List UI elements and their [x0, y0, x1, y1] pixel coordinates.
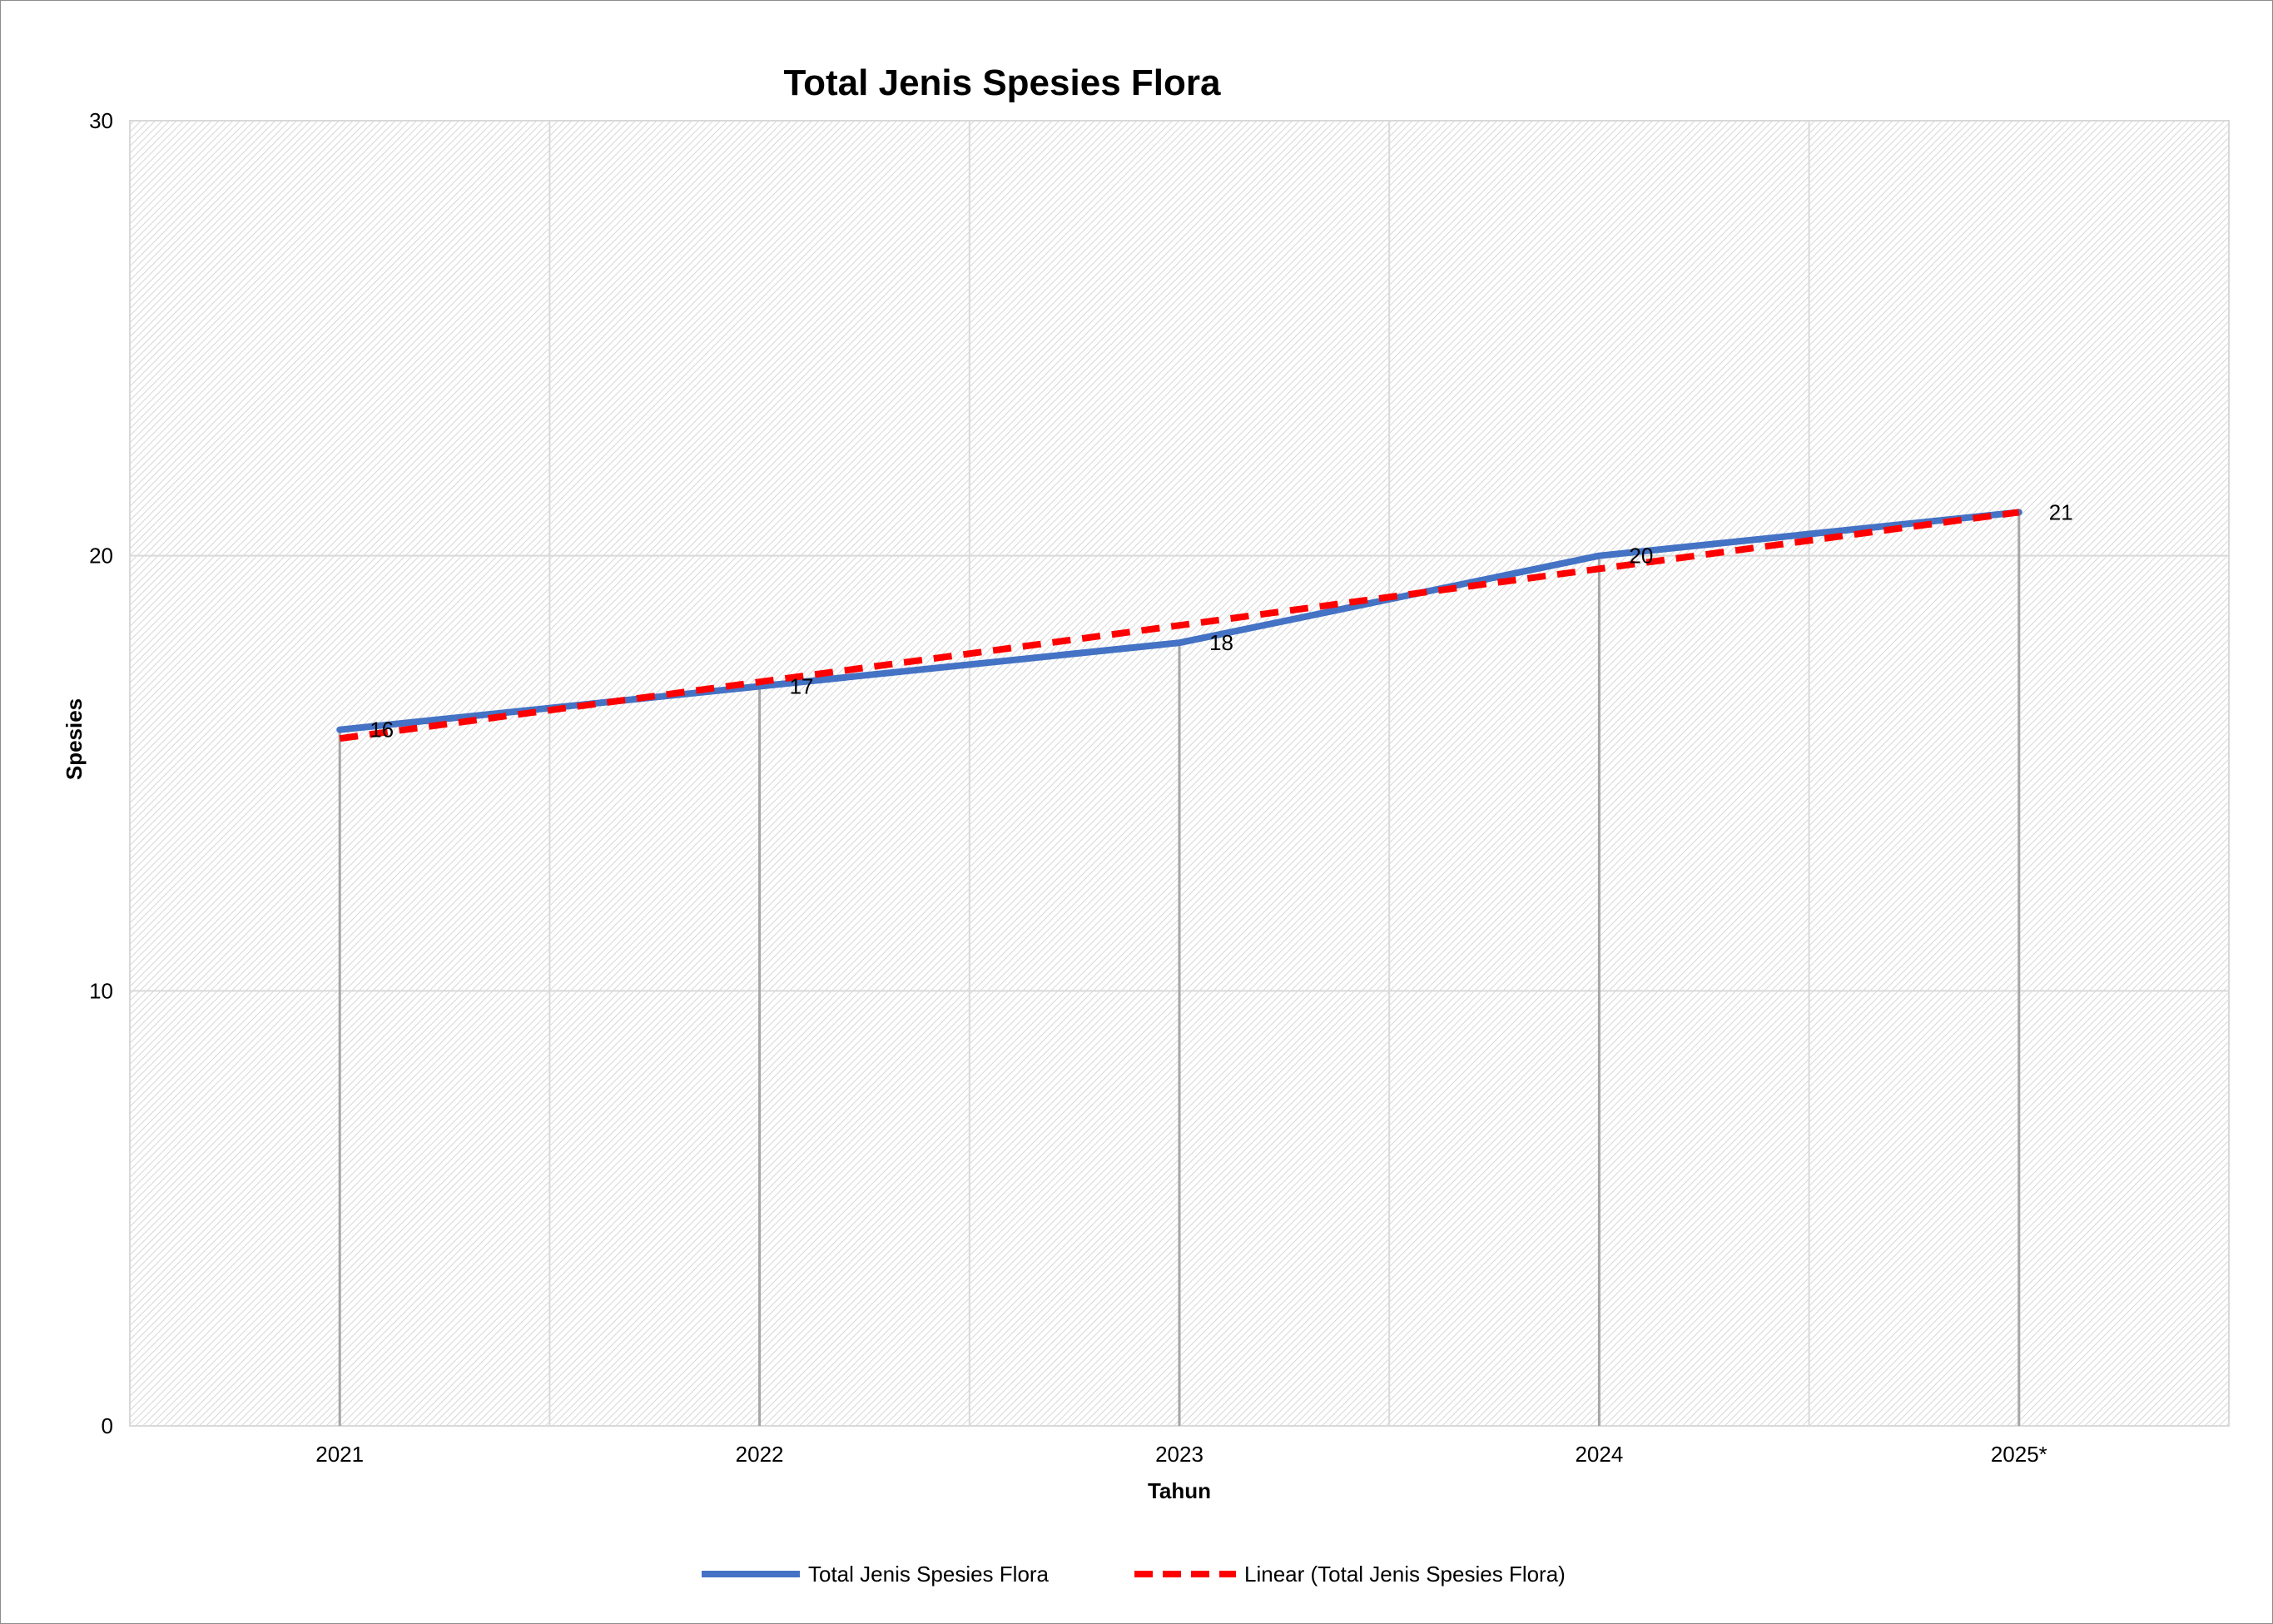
x-axis-title: Tahun [1148, 1478, 1211, 1503]
x-tick-label-3: 2024 [1575, 1442, 1623, 1467]
x-tick-label-2: 2023 [1155, 1442, 1203, 1467]
drop-lines [338, 512, 2021, 1426]
y-tick-label-3: 30 [89, 108, 113, 133]
data-label-2: 18 [1209, 630, 1233, 655]
x-tick-label-1: 2022 [736, 1442, 784, 1467]
x-tick-label-0: 2021 [315, 1442, 364, 1467]
data-label-1: 17 [790, 673, 814, 698]
x-tick-label-4: 2025* [1991, 1442, 2047, 1467]
y-axis-ticks: 0 10 20 30 [89, 108, 113, 1438]
data-label-3: 20 [1629, 544, 1653, 569]
chart-title: Total Jenis Spesies Flora [784, 62, 1221, 103]
y-tick-label-1: 10 [89, 978, 113, 1003]
legend-label-series-2: Linear (Total Jenis Spesies Flora) [1244, 1562, 1566, 1587]
data-labels: 16 17 18 20 21 [370, 499, 2073, 742]
series-layer [336, 509, 2022, 742]
series-line-2 [339, 509, 2020, 742]
legend-label-series-1: Total Jenis Spesies Flora [808, 1562, 1050, 1587]
data-label-0: 16 [370, 718, 394, 742]
x-axis-ticks: 2021 2022 2023 2024 2025* [315, 1442, 2047, 1467]
y-tick-label-2: 20 [89, 544, 113, 569]
legend: Total Jenis Spesies Flora Linear (Total … [702, 1562, 1566, 1587]
y-tick-label-0: 0 [102, 1413, 113, 1438]
data-label-4: 21 [2049, 499, 2073, 524]
y-axis-title: Spesies [62, 698, 87, 780]
